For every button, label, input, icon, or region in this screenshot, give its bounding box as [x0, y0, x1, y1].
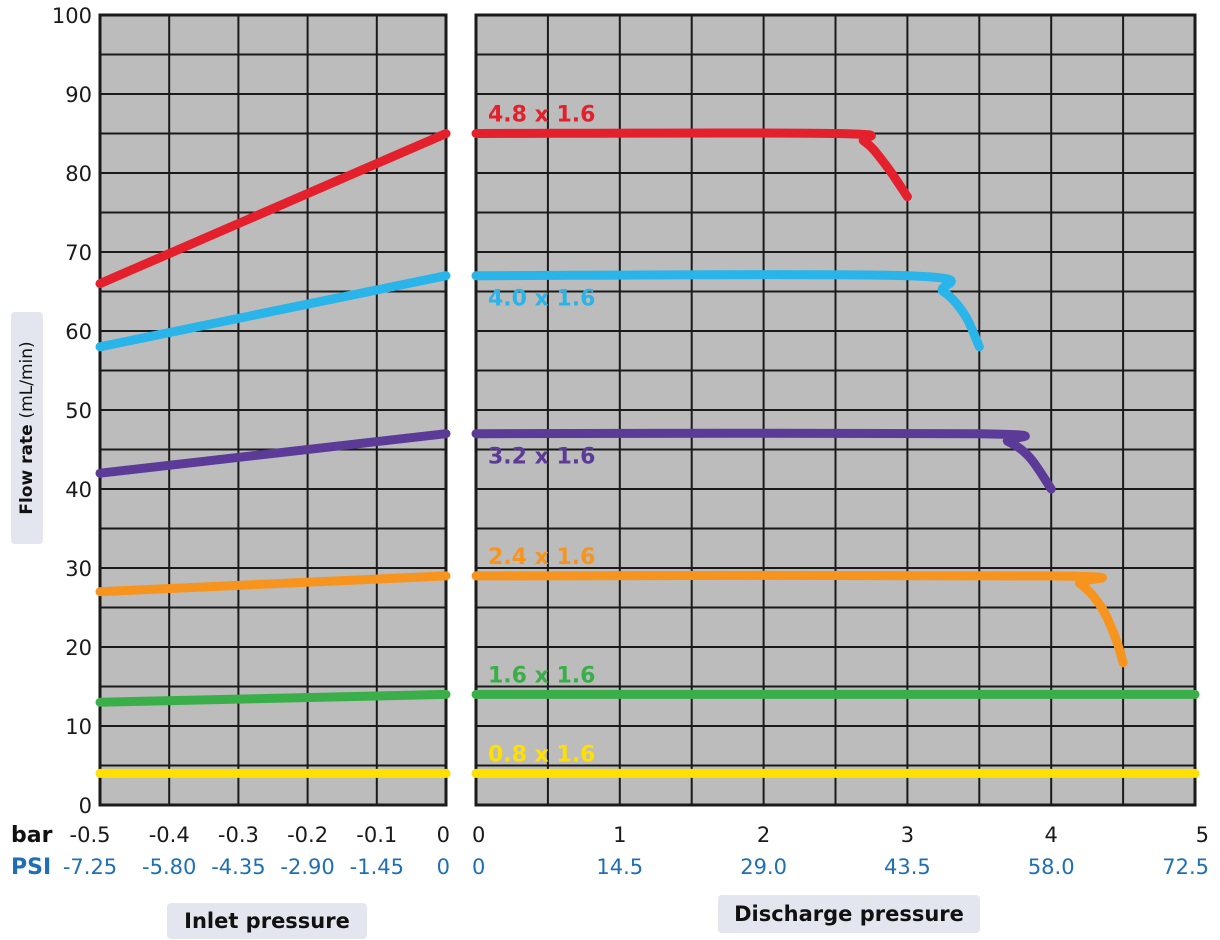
psi-tick-label: -7.25 — [63, 855, 117, 879]
y-tick-label: 90 — [65, 83, 92, 107]
series-label-2: 3.2 x 1.6 — [488, 445, 595, 470]
y-tick-label: 40 — [65, 478, 92, 502]
bar-tick-label: 3 — [901, 823, 914, 847]
panel-border-0 — [98, 13, 448, 807]
series-label-3: 2.4 x 1.6 — [488, 545, 595, 570]
y-axis-unit: (mL/min) — [17, 341, 37, 419]
panel-border-1 — [474, 13, 1197, 807]
y-tick-label: 20 — [65, 636, 92, 660]
y-tick-label: 50 — [65, 399, 92, 423]
psi-tick-label: -4.35 — [211, 855, 265, 879]
psi-tick-label: 0 — [437, 855, 450, 879]
series-discharge-line-0 — [471, 128, 912, 202]
y-tick-label: 80 — [65, 162, 92, 186]
bar-tick-label: 2 — [757, 823, 770, 847]
series-discharge-line-1 — [471, 270, 984, 352]
plot-panels — [98, 13, 1197, 807]
series-labels: 4.8 x 1.6 4.0 x 1.6 3.2 x 1.6 2.4 x 1.6 1.6 … — [488, 103, 595, 768]
psi-tick-label: 43.5 — [884, 855, 931, 879]
bar-tick-label: -0.4 — [149, 823, 190, 847]
psi-tick-label: -1.45 — [350, 855, 404, 879]
y-tick-label: 0 — [79, 794, 92, 818]
y-axis-title: Flow rate — [17, 424, 37, 515]
series-layer — [95, 128, 1200, 778]
psi-row-label: PSI — [11, 855, 51, 880]
bar-tick-label: -0.1 — [356, 823, 397, 847]
series-label-0: 4.8 x 1.6 — [488, 103, 595, 128]
psi-tick-label: 14.5 — [596, 855, 643, 879]
series-label-1: 4.0 x 1.6 — [488, 287, 595, 312]
y-tick-label: 70 — [65, 241, 92, 265]
bar-tick-label: 0 — [472, 823, 485, 847]
bar-row-label: bar — [11, 823, 53, 848]
bar-tick-label: -0.2 — [287, 823, 328, 847]
psi-tick-label: 72.5 — [1162, 855, 1209, 879]
y-tick-label: 30 — [65, 557, 92, 581]
discharge-pressure-label: Discharge pressure — [718, 895, 980, 933]
bar-tick-label: 4 — [1045, 823, 1058, 847]
series-label-4: 1.6 x 1.6 — [488, 663, 595, 688]
series-discharge-line-2 — [471, 428, 1056, 494]
bar-tick-label: 5 — [1196, 823, 1209, 847]
psi-tick-label: 58.0 — [1028, 855, 1075, 879]
bar-tick-label: 0 — [437, 823, 450, 847]
bar-tick-label: -0.5 — [70, 823, 111, 847]
tick-labels: 0102030405060708090100barPSI-0.5-7.25-0.… — [11, 4, 1209, 880]
y-tick-label: 10 — [65, 715, 92, 739]
y-tick-label: 60 — [65, 320, 92, 344]
y-axis-label: Flow rate (mL/min) — [11, 312, 43, 544]
series-inlet-line-2 — [95, 429, 451, 478]
series-inlet-line-1 — [95, 271, 451, 352]
psi-tick-label: 29.0 — [740, 855, 787, 879]
y-tick-label: 100 — [52, 4, 92, 28]
series-label-5: 0.8 x 1.6 — [488, 742, 595, 767]
bar-tick-label: 1 — [613, 823, 626, 847]
series-inlet-line-3 — [95, 571, 451, 597]
psi-tick-label: 0 — [472, 855, 485, 879]
bar-tick-label: -0.3 — [218, 823, 259, 847]
series-inlet-line-4 — [95, 689, 451, 707]
psi-tick-label: -5.80 — [142, 855, 196, 879]
series-discharge-line-3 — [471, 570, 1128, 668]
psi-tick-label: -2.90 — [280, 855, 334, 879]
inlet-pressure-label: Inlet pressure — [167, 903, 367, 939]
series-inlet-line-0 — [95, 129, 451, 289]
